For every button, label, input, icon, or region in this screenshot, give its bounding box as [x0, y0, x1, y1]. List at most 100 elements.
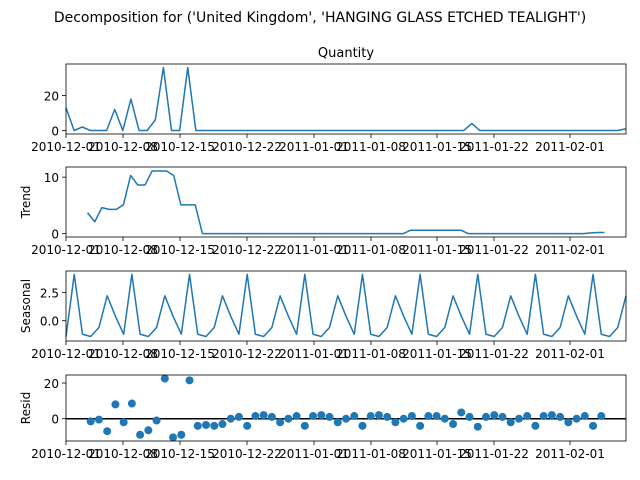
- resid-point: [94, 415, 103, 424]
- resid-point: [259, 411, 268, 420]
- resid-point: [342, 414, 350, 423]
- x-tick-label: 2011-01-08: [336, 447, 406, 461]
- resid-point: [210, 421, 219, 430]
- x-tick-label: 2011-01-01: [279, 243, 349, 257]
- x-tick-label: 2011-01-15: [402, 243, 472, 257]
- resid-point: [160, 374, 169, 383]
- resid-point: [333, 418, 342, 427]
- resid-point: [152, 416, 161, 425]
- resid-point: [564, 418, 573, 427]
- x-tick-label: 2010-12-08: [88, 140, 158, 154]
- resid-point: [127, 399, 136, 408]
- resid-point: [193, 421, 202, 430]
- resid-point: [358, 421, 367, 430]
- resid-point: [251, 412, 260, 421]
- panel-title: Quantity: [318, 46, 374, 61]
- resid-point: [440, 414, 449, 423]
- resid-point: [169, 433, 178, 442]
- resid-point: [185, 376, 194, 385]
- resid-point: [309, 412, 318, 421]
- x-tick-label: 2010-12-15: [145, 347, 215, 361]
- y-axis-label: Trend: [19, 186, 33, 220]
- x-tick-label: 2010-12-15: [145, 243, 215, 257]
- y-tick-label: 0: [51, 125, 59, 139]
- resid-point: [325, 412, 334, 421]
- panel-frame: [65, 270, 627, 342]
- resid-point: [317, 411, 326, 420]
- x-tick-label: 2011-01-01: [279, 140, 349, 154]
- x-tick-label: 2010-12-22: [212, 447, 282, 461]
- x-tick-label: 2010-12-08: [88, 447, 158, 461]
- resid-point: [243, 421, 252, 430]
- x-tick-label: 2011-01-01: [279, 447, 349, 461]
- resid-point: [473, 422, 482, 431]
- x-tick-label: 2011-01-22: [459, 243, 529, 257]
- resid-point: [539, 412, 548, 421]
- resid-point: [284, 414, 293, 423]
- resid-point: [383, 412, 392, 421]
- x-tick-label: 2011-01-08: [336, 347, 406, 361]
- y-axis-label: Resid: [19, 392, 33, 424]
- resid-point: [218, 420, 227, 429]
- x-tick-label: 2010-12-08: [88, 243, 158, 257]
- resid-point: [523, 412, 532, 421]
- resid-point: [432, 412, 441, 421]
- resid-point: [350, 412, 359, 421]
- resid-point: [482, 412, 490, 421]
- x-tick-label: 2010-12-01: [31, 140, 101, 154]
- x-tick-label: 2011-01-22: [459, 140, 529, 154]
- resid-point: [531, 421, 540, 430]
- resid-point: [416, 421, 425, 430]
- resid-point: [547, 411, 556, 420]
- resid-point: [449, 420, 458, 429]
- resid-point: [465, 412, 474, 421]
- y-axis-label: Seasonal: [19, 279, 33, 333]
- resid-point: [300, 421, 309, 430]
- x-tick-label: 2010-12-01: [31, 347, 101, 361]
- x-tick-label: 2011-01-15: [402, 347, 472, 361]
- x-tick-label: 2010-12-22: [212, 243, 282, 257]
- resid-point: [119, 418, 128, 427]
- x-tick-label: 2011-01-22: [459, 447, 529, 461]
- x-tick-label: 2011-01-08: [336, 243, 406, 257]
- resid-point: [589, 421, 598, 430]
- x-tick-label: 2011-02-01: [535, 243, 605, 257]
- resid-point: [506, 418, 515, 427]
- resid-point: [391, 418, 400, 427]
- figure-suptitle: Decomposition for ('United Kingdom', 'HA…: [54, 10, 586, 26]
- resid-point: [226, 414, 235, 423]
- resid-point: [366, 412, 375, 421]
- y-tick-label: 0.0: [40, 315, 59, 329]
- resid-point: [111, 400, 120, 409]
- resid-point: [374, 411, 383, 420]
- resid-point: [267, 412, 276, 421]
- series-line: [65, 66, 627, 132]
- y-tick-label: 0: [51, 413, 59, 427]
- resid-point: [498, 412, 507, 421]
- x-tick-label: 2011-01-01: [279, 347, 349, 361]
- resid-point: [399, 414, 408, 423]
- x-tick-label: 2011-02-01: [535, 347, 605, 361]
- x-tick-label: 2010-12-01: [31, 447, 101, 461]
- x-tick-label: 2010-12-15: [145, 447, 215, 461]
- y-tick-label: 0: [51, 228, 59, 242]
- y-tick-label: 2.5: [40, 286, 59, 300]
- resid-point: [202, 420, 210, 429]
- panel-frame: [65, 63, 627, 135]
- resid-point: [407, 412, 416, 421]
- series-line: [65, 273, 627, 338]
- series-line: [86, 170, 605, 235]
- panel-frame: [65, 374, 627, 442]
- resid-point: [597, 412, 606, 421]
- resid-point: [490, 411, 499, 420]
- x-tick-label: 2011-01-08: [336, 140, 406, 154]
- x-tick-label: 2010-12-22: [212, 347, 282, 361]
- resid-point: [572, 414, 581, 423]
- x-tick-label: 2011-02-01: [535, 140, 605, 154]
- resid-point: [457, 408, 466, 417]
- resid-point: [103, 427, 112, 436]
- x-tick-label: 2011-01-15: [402, 140, 472, 154]
- y-tick-label: 10: [44, 171, 59, 185]
- resid-point: [276, 418, 285, 427]
